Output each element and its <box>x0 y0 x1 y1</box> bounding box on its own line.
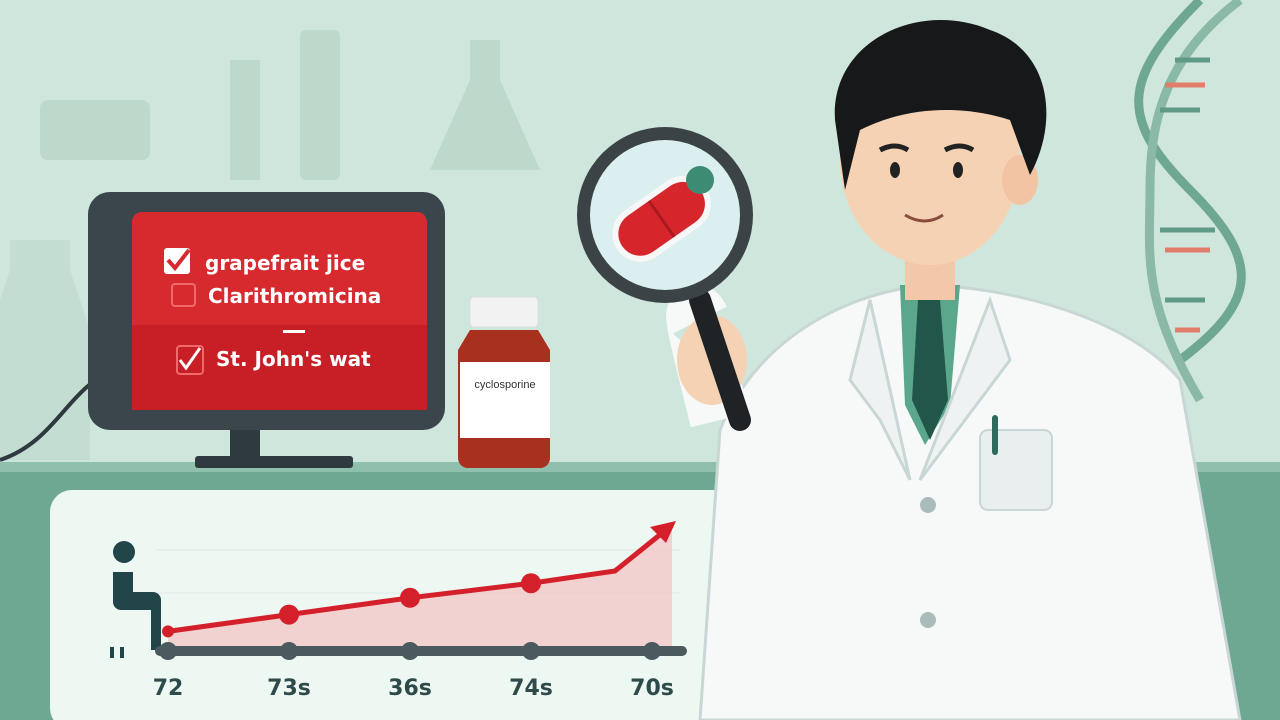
axis-tick <box>522 642 540 660</box>
coat-pocket <box>979 429 1053 511</box>
magnifying-glass-icon <box>577 127 753 431</box>
axis-tick <box>280 642 298 660</box>
check-icon <box>178 347 202 371</box>
x-tick-label: 74s <box>509 676 553 701</box>
pill-bottle: cyclosporine <box>458 296 550 468</box>
person-seated-icon <box>110 541 161 658</box>
data-point <box>521 573 541 594</box>
checklist-item[interactable]: St. John's wat <box>176 345 371 375</box>
axis-tick <box>643 642 661 660</box>
series-line <box>167 523 674 634</box>
x-tick-label: 73s <box>267 676 311 701</box>
check-icon <box>166 248 191 272</box>
x-tick-label: 72 <box>153 676 184 701</box>
trend-arrow-icon <box>650 521 676 543</box>
scientist <box>666 20 1242 720</box>
axis-tick <box>159 642 177 660</box>
pen-icon <box>992 415 998 455</box>
item-label: St. John's wat <box>216 347 371 371</box>
checklist-item[interactable]: Clarithromicina <box>171 283 381 308</box>
checkbox-unchecked[interactable] <box>171 283 196 307</box>
monitor: grapefrait jice Clarithromicina St. John… <box>0 192 445 468</box>
hair <box>834 20 1047 191</box>
chart-card: 72 73s 36s 74s 70s <box>50 490 765 720</box>
x-tick-label: 36s <box>388 676 432 701</box>
checklist-item[interactable]: grapefrait jice <box>164 248 365 275</box>
axis-tick <box>401 642 419 660</box>
item-label: Clarithromicina <box>208 284 381 308</box>
item-label: grapefrait jice <box>205 251 365 275</box>
x-tick-label: 70s <box>630 676 674 701</box>
dna-helix-icon <box>1134 0 1246 403</box>
checkbox-checked[interactable] <box>176 345 204 375</box>
data-point <box>279 604 299 625</box>
data-point <box>400 587 420 608</box>
bottle-label: cyclosporine <box>474 379 535 391</box>
data-point <box>162 625 174 638</box>
x-axis <box>155 646 687 656</box>
